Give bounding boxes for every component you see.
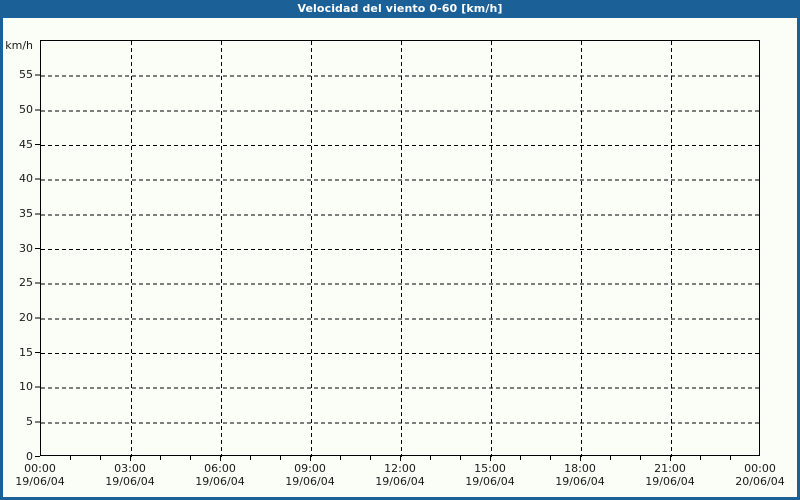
x-axis-tick-time: 12:00: [384, 462, 416, 475]
x-axis-tick-date: 19/06/04: [105, 475, 155, 488]
x-axis-tick-date: 19/06/04: [15, 475, 65, 488]
x-axis-tick-time: 15:00: [474, 462, 506, 475]
y-axis-tick-label: 10: [19, 380, 33, 394]
y-axis-tick-label: 55: [19, 68, 33, 82]
x-axis-tick-label: 18:00 19/06/04: [535, 462, 625, 488]
y-axis-tick-label: 35: [19, 206, 33, 220]
x-axis-tick-time: 03:00: [114, 462, 146, 475]
x-axis-tick-time: 00:00: [744, 462, 776, 475]
x-axis-tick-time: 18:00: [564, 462, 596, 475]
x-axis-tick-date: 19/06/04: [375, 475, 425, 488]
y-axis-tick-label: 15: [19, 345, 33, 359]
x-axis-tick-date: 19/06/04: [195, 475, 245, 488]
y-axis-tick-label: 50: [19, 102, 33, 116]
grid-lines: [41, 41, 761, 457]
x-axis-tick-date: 19/06/04: [285, 475, 335, 488]
x-axis-tick-label: 21:00 19/06/04: [625, 462, 715, 488]
y-axis-tick-label: 0: [26, 449, 33, 463]
plot-area: [40, 40, 761, 457]
y-axis-tick-label: 5: [26, 414, 33, 428]
y-axis-tick-label: 45: [19, 137, 33, 151]
y-axis-tick-label: 20: [19, 310, 33, 324]
y-axis-tick-label: 25: [19, 276, 33, 290]
x-axis-tick-time: 00:00: [24, 462, 56, 475]
x-axis-tick-label: 03:00 19/06/04: [85, 462, 175, 488]
x-axis-tick-date: 19/06/04: [465, 475, 515, 488]
x-axis-tick-label: 06:00 19/06/04: [175, 462, 265, 488]
x-axis-tick-date: 20/06/04: [735, 475, 785, 488]
x-axis-tick-time: 09:00: [294, 462, 326, 475]
x-axis-tick-label: 09:00 19/06/04: [265, 462, 355, 488]
y-axis-unit-label: km/h: [5, 39, 33, 52]
x-axis-tick-time: 21:00: [654, 462, 686, 475]
x-axis-tick-time: 06:00: [204, 462, 236, 475]
x-axis-tick-label: 12:00 19/06/04: [355, 462, 445, 488]
y-axis-tick-label: 30: [19, 241, 33, 255]
x-axis-tick-label: 15:00 19/06/04: [445, 462, 535, 488]
x-axis-tick-label: 00:00 19/06/04: [3, 462, 85, 488]
chart-canvas: km/h 55 50 45 40 35 30 25 20 15 10 5 0 00:00 19/06/0…: [3, 18, 797, 497]
x-axis-tick-date: 19/06/04: [555, 475, 605, 488]
x-axis-tick-date: 19/06/04: [645, 475, 695, 488]
data-series-layer: [41, 41, 761, 457]
y-axis-tick-label: 40: [19, 172, 33, 186]
chart-title-bar: Velocidad del viento 0-60 [km/h]: [3, 0, 797, 18]
x-axis-tick-label: 00:00 20/06/04: [715, 462, 797, 488]
